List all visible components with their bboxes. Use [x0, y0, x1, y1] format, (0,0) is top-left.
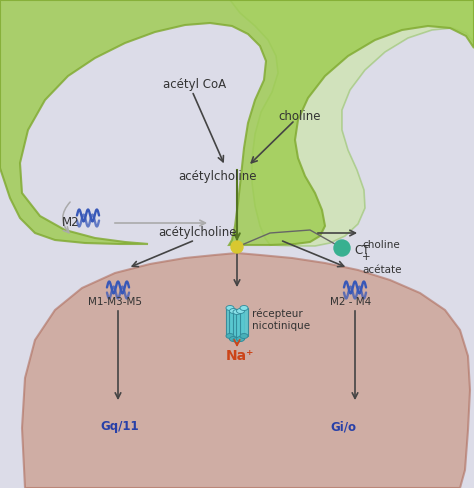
- Bar: [233, 312, 241, 340]
- Text: M2 - M4: M2 - M4: [330, 297, 371, 307]
- Ellipse shape: [226, 305, 234, 310]
- Circle shape: [231, 241, 243, 253]
- Ellipse shape: [229, 337, 237, 342]
- Text: acétylcholine: acétylcholine: [178, 170, 256, 183]
- Bar: [240, 308, 248, 336]
- Polygon shape: [0, 0, 474, 245]
- Text: Na⁺: Na⁺: [226, 349, 255, 363]
- Ellipse shape: [237, 308, 245, 313]
- Bar: [226, 308, 234, 336]
- Bar: [229, 311, 237, 339]
- Ellipse shape: [240, 305, 248, 310]
- Ellipse shape: [237, 337, 245, 342]
- Polygon shape: [22, 253, 470, 488]
- Text: acétyl CoA: acétyl CoA: [163, 78, 226, 91]
- Circle shape: [334, 240, 350, 256]
- Text: M1-M3-M5: M1-M3-M5: [88, 297, 142, 307]
- Ellipse shape: [226, 333, 234, 339]
- Ellipse shape: [233, 338, 241, 343]
- Ellipse shape: [233, 309, 241, 314]
- Text: choline
+
acétate: choline + acétate: [362, 240, 401, 275]
- Text: CT: CT: [354, 244, 370, 258]
- Text: M2: M2: [62, 217, 80, 229]
- Ellipse shape: [240, 333, 248, 339]
- Polygon shape: [230, 0, 474, 246]
- Text: acétylcholine: acétylcholine: [158, 226, 237, 239]
- Text: choline: choline: [278, 110, 320, 123]
- Text: récepteur
nicotinique: récepteur nicotinique: [252, 308, 310, 331]
- Text: Gq/11: Gq/11: [100, 420, 138, 433]
- Text: Gi/o: Gi/o: [330, 420, 356, 433]
- Ellipse shape: [229, 308, 237, 313]
- Bar: [237, 311, 245, 339]
